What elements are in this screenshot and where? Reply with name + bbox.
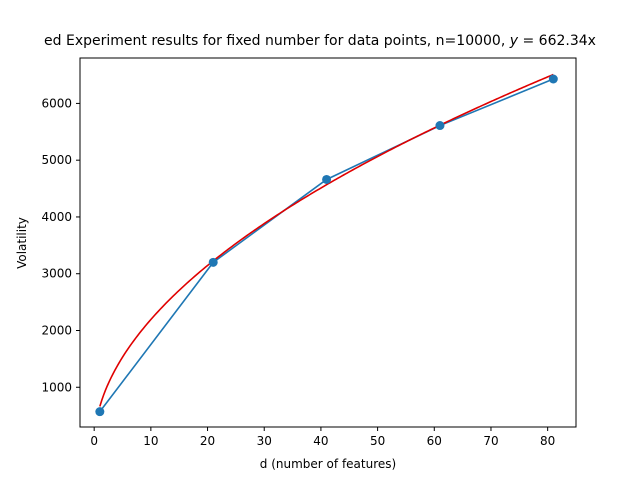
data-point-marker <box>435 121 445 131</box>
x-tick-label: 10 <box>143 434 158 448</box>
x-tick-label: 60 <box>427 434 442 448</box>
y-tick-label: 4000 <box>41 210 72 224</box>
series-layer <box>95 73 558 417</box>
y-axis-label: Volatility <box>15 217 29 269</box>
y-tick-label: 2000 <box>41 323 72 337</box>
axes-layer: 0 10 20 30 40 50 60 70 80 1000 2000 3000 4000 5000 600… <box>41 57 577 448</box>
x-tick-label: 20 <box>200 434 215 448</box>
x-axis-label: d (number of features) <box>260 457 396 471</box>
x-tick-label: 0 <box>90 434 98 448</box>
x-tick-label: 70 <box>483 434 498 448</box>
fit-curve-line <box>99 73 554 407</box>
x-tick-label: 30 <box>257 434 272 448</box>
y-tick-label: 1000 <box>41 380 72 394</box>
chart-title-math-y: y <box>509 33 519 49</box>
y-tick-label: 3000 <box>41 267 72 281</box>
chart-title-text: ed Experiment results for fixed number f… <box>44 33 505 49</box>
y-tick-label: 6000 <box>41 96 72 110</box>
chart-title-math-rest: = 662.34x <box>518 33 596 49</box>
y-tick-label: 5000 <box>41 153 72 167</box>
chart-title: ed Experiment results for fixed number f… <box>44 33 596 49</box>
data-series-line <box>99 78 554 413</box>
data-point-marker <box>548 74 558 84</box>
x-tick-label: 50 <box>370 434 385 448</box>
x-tick-label: 80 <box>540 434 555 448</box>
plot-frame <box>79 57 577 428</box>
data-point-marker <box>95 407 105 417</box>
data-point-marker <box>322 174 332 184</box>
x-tick-label: 40 <box>313 434 328 448</box>
data-point-marker <box>208 257 218 267</box>
